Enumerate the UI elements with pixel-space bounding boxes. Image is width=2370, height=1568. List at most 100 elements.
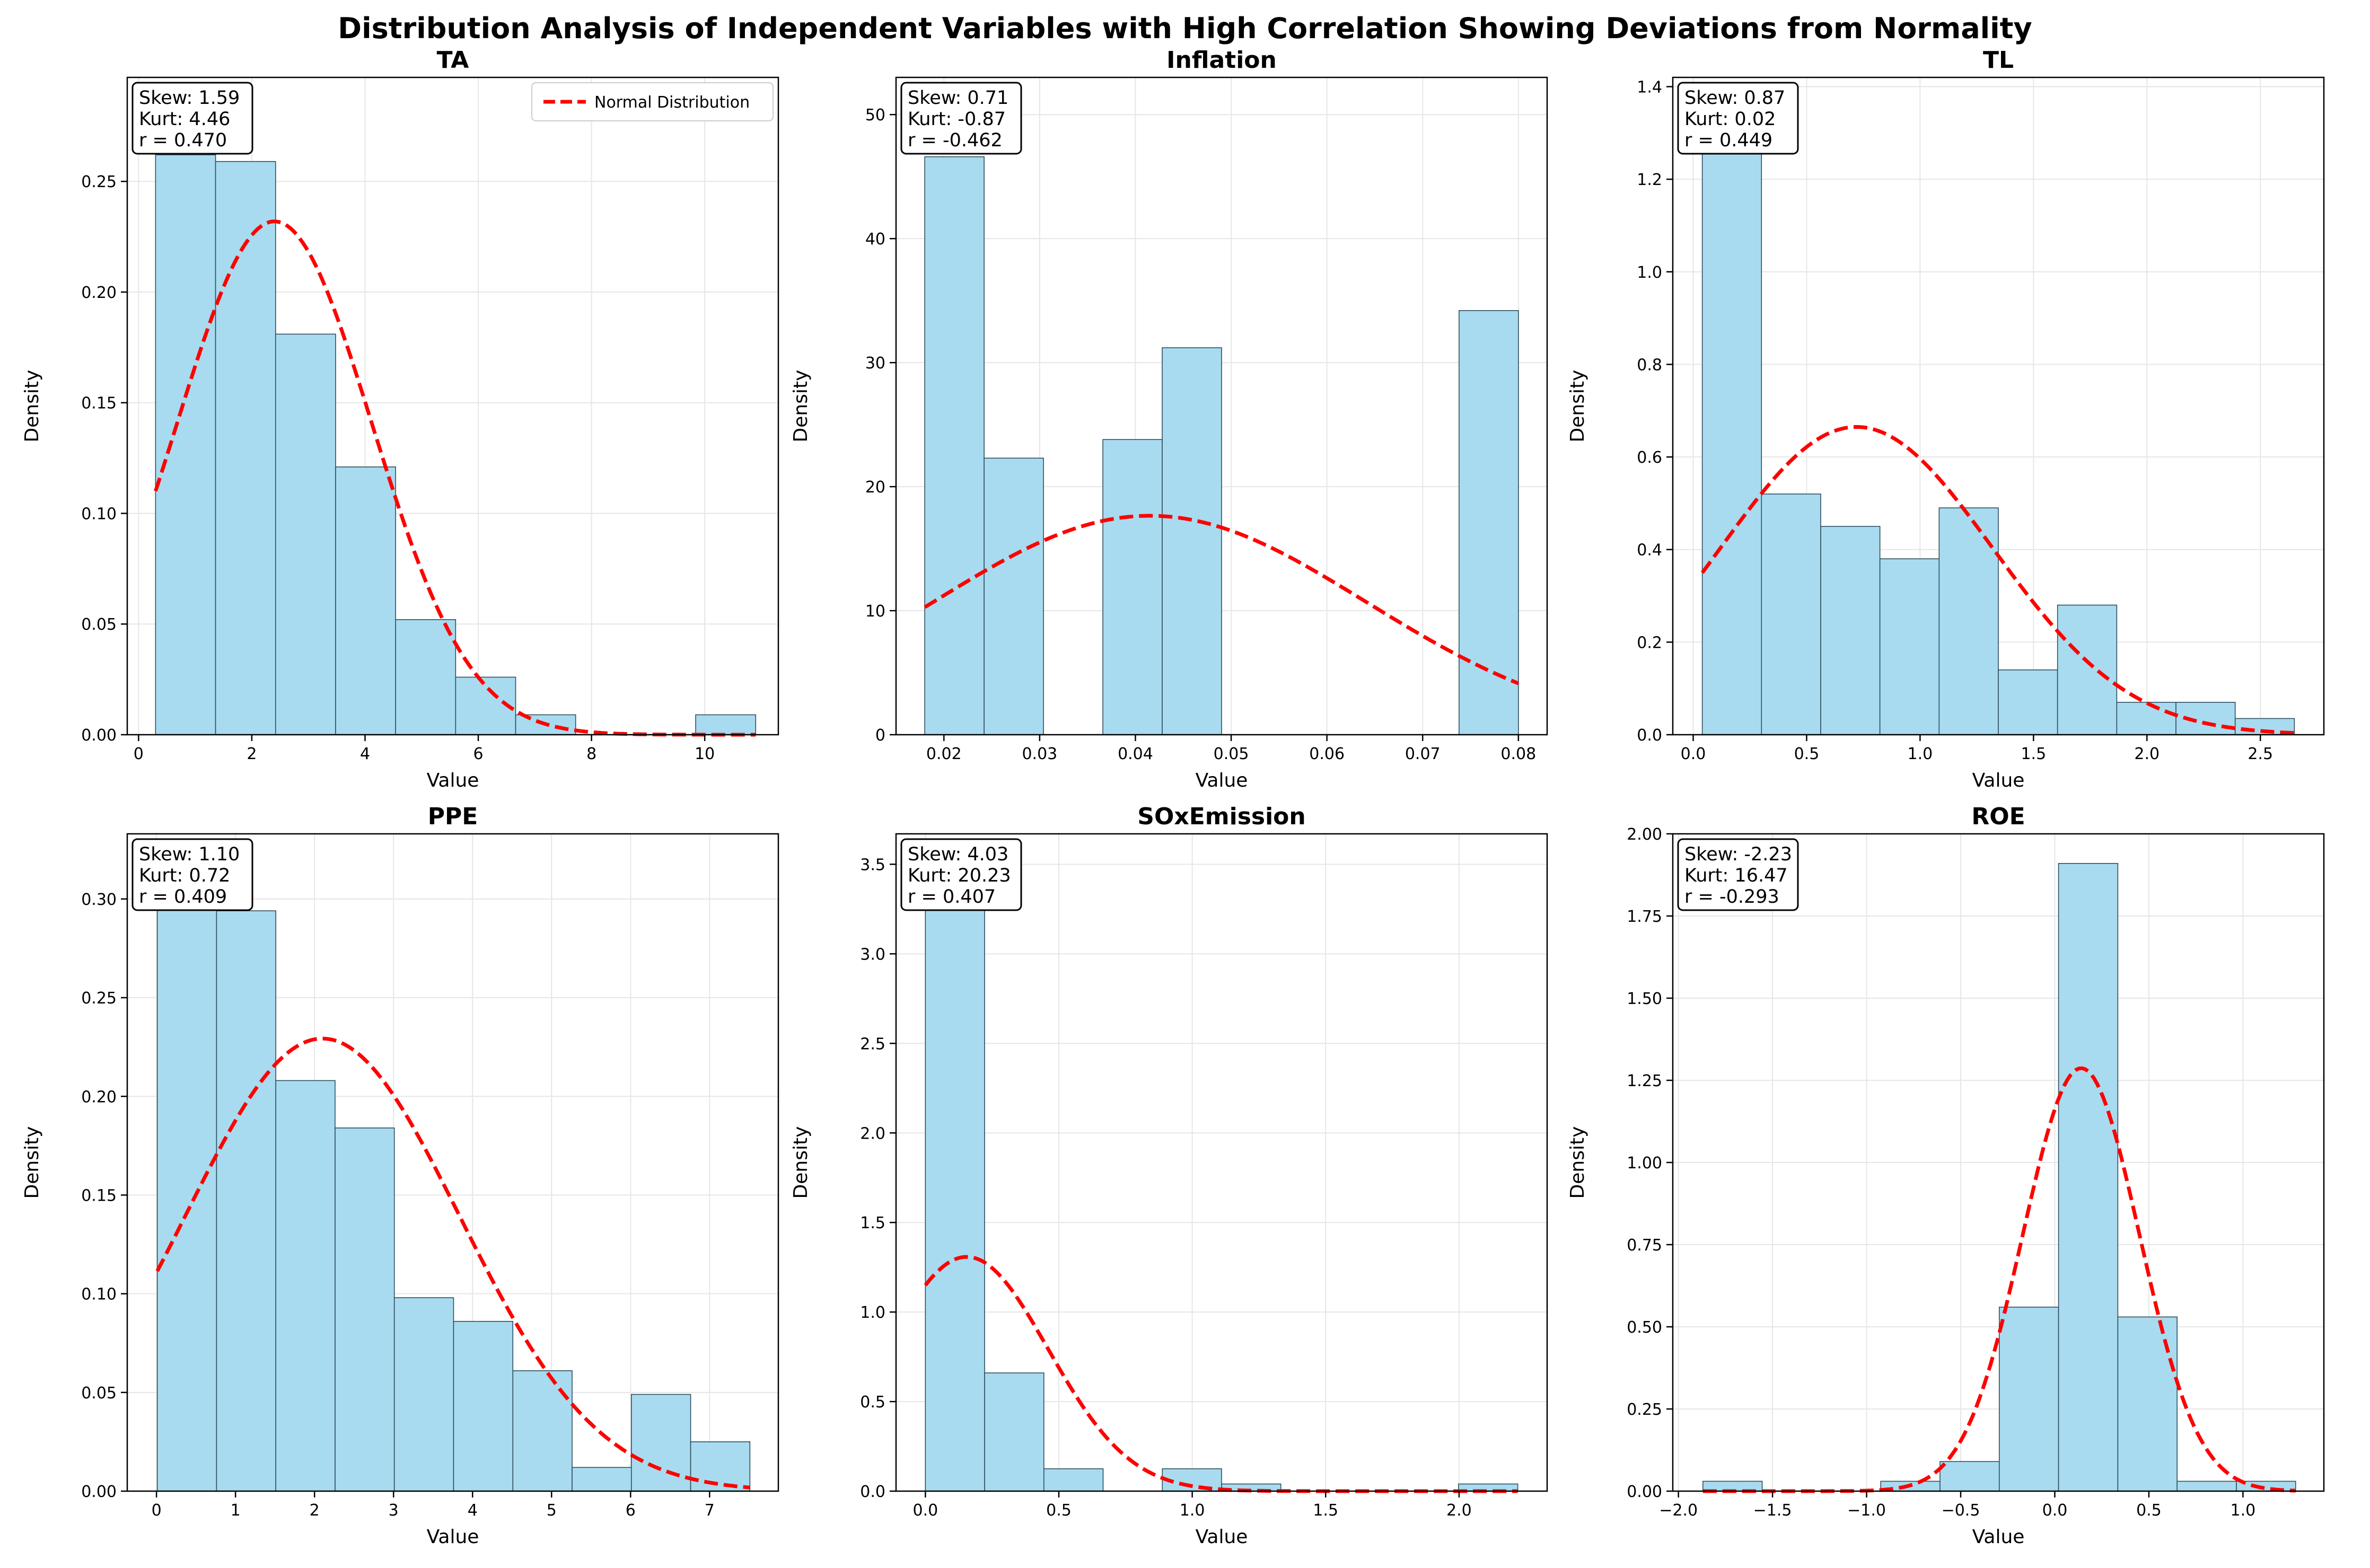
y-axis-label: Density xyxy=(21,1126,43,1199)
histogram-bar xyxy=(2117,1316,2178,1492)
x-tick-label: 0.0 xyxy=(913,1501,938,1520)
y-tick-label: 1.0 xyxy=(860,1303,885,1322)
stat-kurtosis: Kurt: 4.46 xyxy=(139,109,230,130)
histogram-bar xyxy=(2116,702,2176,735)
y-tick-label: 2.5 xyxy=(860,1035,885,1053)
histogram-bar xyxy=(2176,1481,2237,1492)
x-tick-label: 6 xyxy=(473,745,484,763)
x-tick-label: −0.5 xyxy=(1942,1501,1980,1520)
y-tick-label: 0.25 xyxy=(1627,1400,1662,1419)
stat-kurtosis: Kurt: 20.23 xyxy=(908,865,1011,886)
y-tick-label: 50 xyxy=(865,106,885,125)
x-axis-label: Value xyxy=(427,1526,479,1548)
x-tick-label: 1.0 xyxy=(2231,1501,2256,1520)
y-tick-label: 0.4 xyxy=(1637,541,1662,560)
x-tick-label: 6 xyxy=(626,1501,636,1520)
figure-title: Distribution Analysis of Independent Var… xyxy=(338,12,2032,45)
x-tick-label: −1.5 xyxy=(1753,1501,1792,1520)
axes-frame xyxy=(1672,76,2325,736)
subplot-title: TL xyxy=(1983,47,2014,74)
histogram-bar xyxy=(1761,494,1821,735)
y-tick-label: 3.5 xyxy=(860,856,885,874)
y-tick-label: 1.50 xyxy=(1627,990,1662,1008)
subplot-title: ROE xyxy=(1971,803,2025,830)
stats-box xyxy=(1677,838,1799,911)
x-tick-label: 2 xyxy=(310,1501,320,1520)
x-axis-label: Value xyxy=(427,770,479,791)
histogram-bar xyxy=(695,714,757,735)
stat-skew: Skew: 1.10 xyxy=(139,844,240,865)
x-tick-label: 7 xyxy=(705,1501,715,1520)
histogram-bar xyxy=(393,1297,454,1492)
histogram-bar xyxy=(924,156,985,735)
stats-box xyxy=(131,838,253,911)
y-tick-label: 0.30 xyxy=(81,891,117,909)
x-tick-label: 0.5 xyxy=(1046,1501,1072,1520)
subplot-title: TA xyxy=(437,47,469,74)
histogram-bar xyxy=(335,1127,395,1492)
y-axis-label: Density xyxy=(1567,1126,1588,1199)
histogram-bar xyxy=(1938,507,1999,735)
x-axis-label: Value xyxy=(1972,770,2025,791)
x-tick-label: 0.08 xyxy=(1500,745,1536,763)
x-tick-label: 5 xyxy=(547,1501,557,1520)
x-tick-label: 0.06 xyxy=(1309,745,1345,763)
stat-kurtosis: Kurt: 0.72 xyxy=(139,865,230,886)
histogram-bar xyxy=(155,154,216,735)
x-tick-label: 0 xyxy=(152,1501,162,1520)
y-tick-label: 0.20 xyxy=(81,284,117,302)
histogram-bar xyxy=(984,1372,1044,1492)
stats-box xyxy=(900,838,1022,911)
y-tick-label: 0.15 xyxy=(81,394,117,413)
histogram-bar xyxy=(1459,310,1519,735)
y-tick-label: 0.8 xyxy=(1637,356,1662,374)
x-tick-label: 0.04 xyxy=(1118,745,1153,763)
x-tick-label: 4 xyxy=(468,1501,478,1520)
y-tick-label: 0.5 xyxy=(860,1393,885,1412)
histogram-bar xyxy=(984,457,1044,735)
x-axis-label: Value xyxy=(1196,770,1248,791)
x-tick-label: 0.0 xyxy=(2042,1501,2068,1520)
subplot-inflation: 0.02 0.03 0.04 0.05 0.06 0.07 0.08 0 10 20 30 40 50 I… xyxy=(790,47,1548,791)
x-tick-label: 1 xyxy=(231,1501,241,1520)
x-tick-label: 0.07 xyxy=(1405,745,1441,763)
stats-box xyxy=(131,82,253,155)
y-tick-label: 0.05 xyxy=(81,1384,117,1403)
subplot-tl: 0.0 0.5 1.0 1.5 2.0 2.5 0.0 0.2 0.4 0.6 0.8 1.0 1.2 1… xyxy=(1567,47,2325,791)
histogram-bar xyxy=(453,1320,514,1492)
stat-correlation: r = 0.407 xyxy=(908,886,996,908)
y-tick-label: 0.25 xyxy=(81,989,117,1008)
histogram-bar xyxy=(275,1080,336,1492)
histogram-bar xyxy=(1043,1468,1104,1492)
y-axis-label: Density xyxy=(1567,370,1588,443)
axes-frame xyxy=(126,833,779,1492)
histogram-bar xyxy=(275,333,336,735)
y-tick-label: 0.15 xyxy=(81,1186,117,1205)
x-tick-label: 1.0 xyxy=(1180,1501,1205,1520)
histogram-bar xyxy=(215,161,276,735)
x-tick-label: 0.0 xyxy=(1681,745,1706,763)
y-tick-label: 0.25 xyxy=(81,173,117,191)
stats-box xyxy=(1677,82,1799,155)
stat-skew: Skew: 4.03 xyxy=(908,844,1008,865)
subplot-roe: −2.0 −1.5 −1.0 −0.5 0.0 0.5 1.0 0.00 0.25 0.50 0.7… xyxy=(1567,803,2325,1548)
axes-frame xyxy=(895,833,1548,1492)
x-tick-label: 1.5 xyxy=(2021,745,2046,763)
histogram-bar xyxy=(156,896,217,1492)
subplot-ppe: 0 1 2 3 4 5 6 7 0.00 0.05 0.10 0.15 0.20 0.25 0.30 PPE V… xyxy=(21,803,779,1548)
subplot-title: SOxEmission xyxy=(1137,803,1305,830)
histogram-bar xyxy=(1102,439,1163,735)
x-tick-label: 1.0 xyxy=(1908,745,1933,763)
normal-curve xyxy=(924,514,1520,685)
y-tick-label: 0.10 xyxy=(81,505,117,523)
subplot-soxemission: 0.0 0.5 1.0 1.5 2.0 0.0 0.5 1.0 1.5 2.0 2.5 3.0 3.5 S… xyxy=(790,803,1548,1548)
histogram-bar xyxy=(631,1394,691,1492)
y-tick-label: 10 xyxy=(865,602,885,621)
y-tick-label: 30 xyxy=(865,354,885,373)
histogram-bar xyxy=(572,1467,632,1492)
histogram-bar xyxy=(1998,669,2058,735)
y-tick-label: 0.05 xyxy=(81,615,117,634)
y-tick-label: 1.75 xyxy=(1627,908,1662,926)
histogram-bar xyxy=(1701,151,1762,735)
x-axis-label: Value xyxy=(1972,1526,2025,1548)
